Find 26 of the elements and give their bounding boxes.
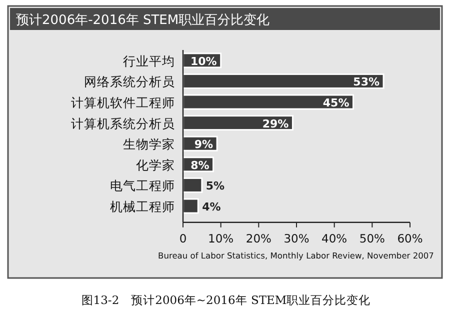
data-label: 29%: [262, 117, 289, 130]
x-tick-label: 40%: [322, 231, 348, 246]
x-tick-label: 10%: [208, 231, 234, 246]
data-label: 4%: [202, 200, 221, 214]
y-tick-label: 机械工程师: [110, 199, 175, 214]
x-tick-label: 0: [179, 231, 187, 246]
data-label: 9%: [194, 138, 214, 152]
x-tick-label: 50%: [359, 231, 386, 246]
chart-title: 预计2006年-2016年 STEM职业百分比变化: [16, 13, 270, 28]
data-label: 53%: [353, 76, 380, 89]
y-tick-label: 电气工程师: [110, 178, 175, 194]
caption: 图13-2 预计2006年~2016年 STEM职业百分比变化: [81, 293, 371, 307]
y-tick-label: 计算机软件工程师: [71, 95, 175, 110]
x-tick-label: 30%: [284, 231, 310, 246]
y-tick-label: 计算机系统分析员: [71, 116, 175, 131]
data-label: 10%: [190, 54, 217, 68]
x-tick-label: 20%: [246, 231, 272, 246]
x-tick-label: 60%: [397, 231, 423, 246]
data-label: 8%: [190, 158, 210, 172]
text: Bureau of Labor Statistics, Monthly Labor Review, November 2007: [158, 250, 434, 260]
y-tick-label: 行业平均: [123, 53, 175, 68]
data-label: 45%: [322, 96, 350, 110]
y-tick-label: 网络系统分析员: [84, 74, 175, 90]
data-label: 5%: [206, 180, 225, 193]
y-tick-label: 生物学家: [123, 136, 175, 152]
y-tick-label: 化学家: [136, 157, 175, 172]
